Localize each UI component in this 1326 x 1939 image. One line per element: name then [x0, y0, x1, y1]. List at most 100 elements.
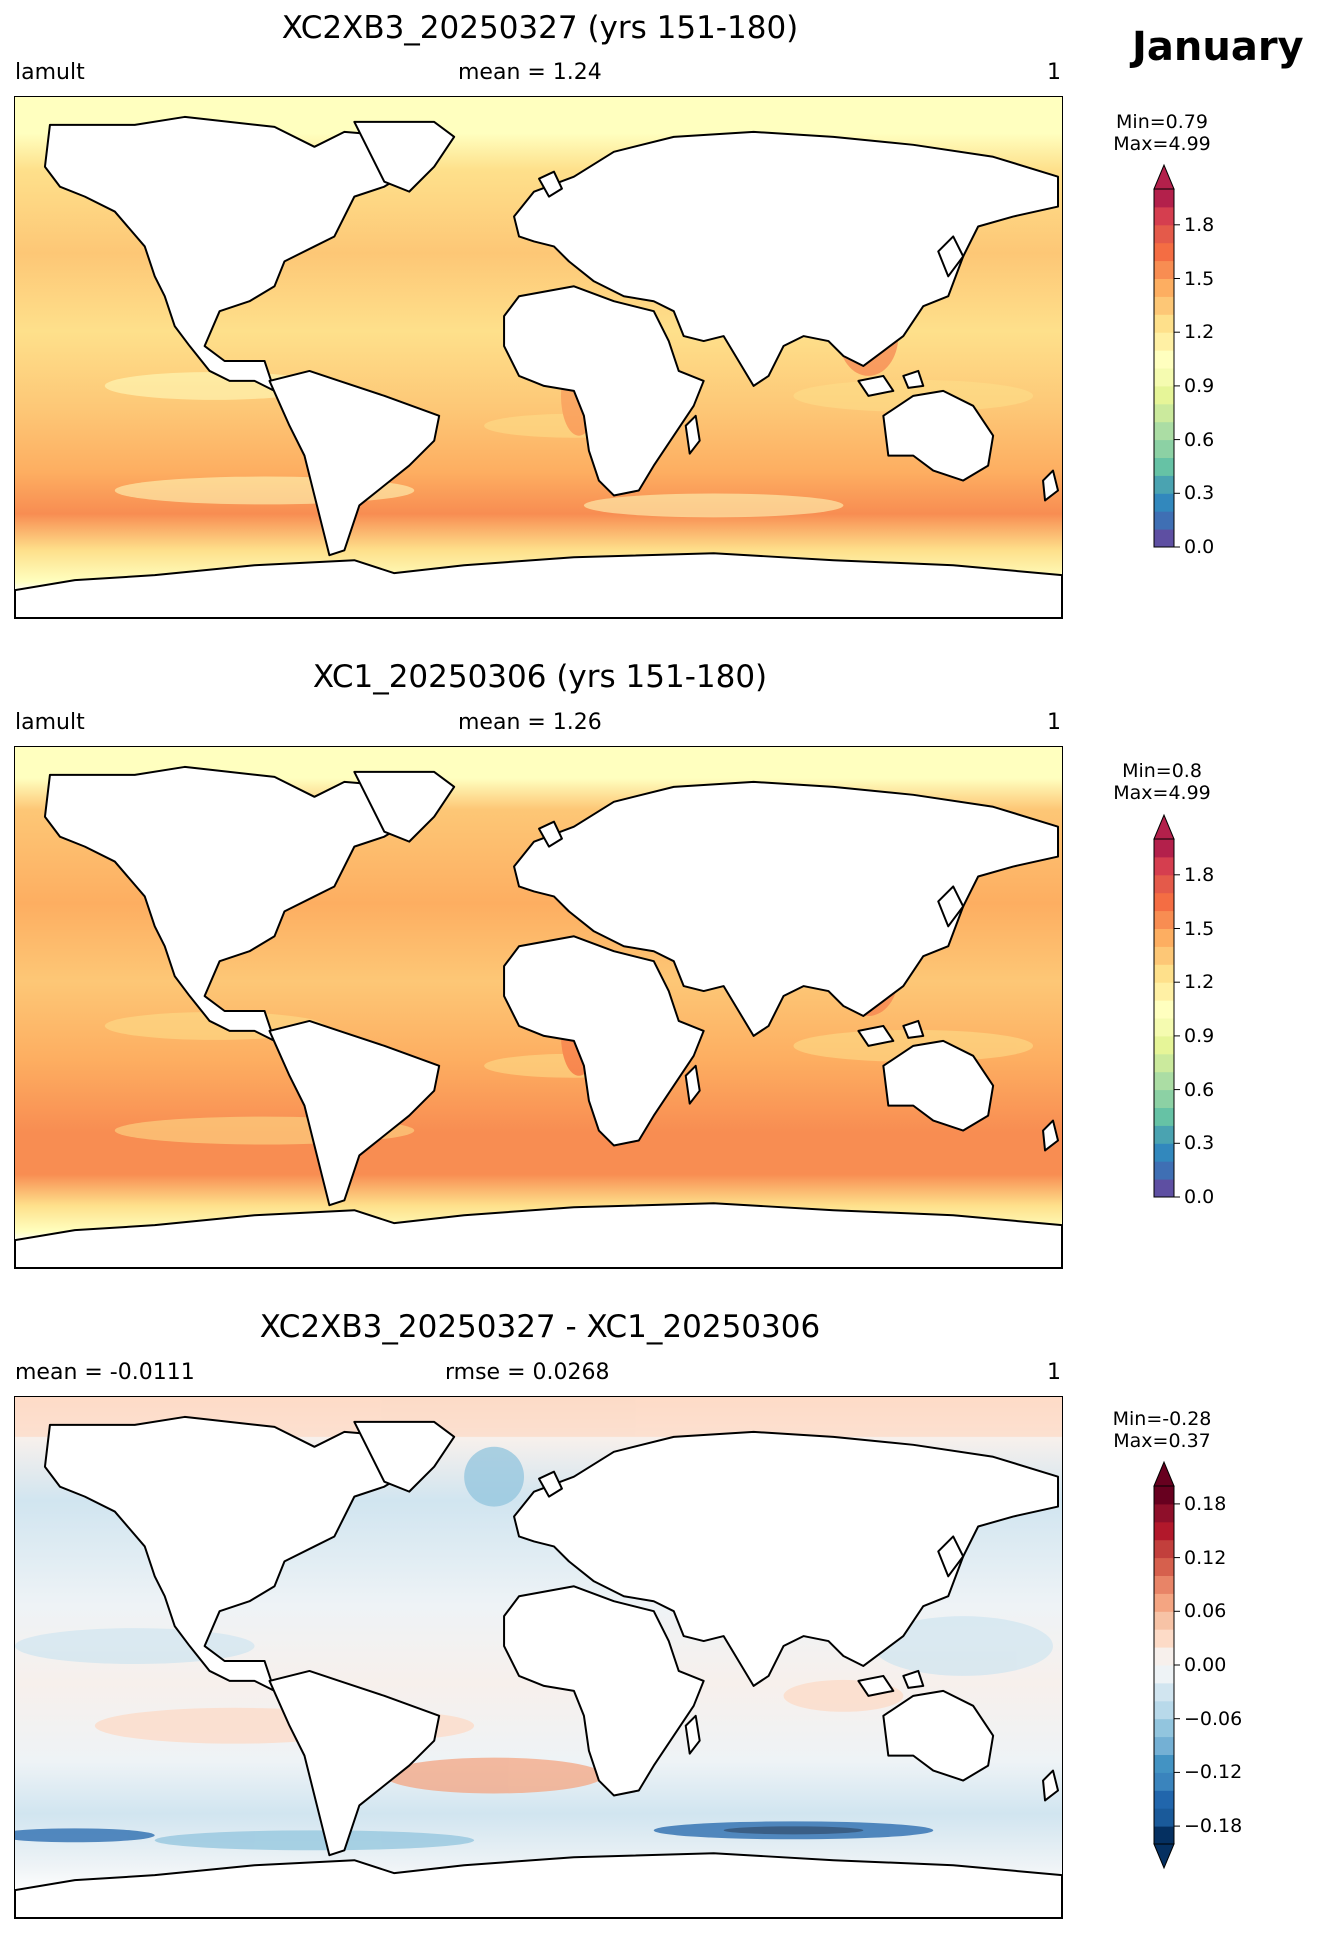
colorbar-tick-label: 0.9 [1184, 1024, 1215, 1047]
colorbar-segment [1154, 278, 1174, 297]
colorbar-segment [1154, 946, 1174, 965]
colorbar-segment [1154, 189, 1174, 208]
panel-2-colorbar [1153, 813, 1180, 1198]
colorbar-segment [1154, 493, 1174, 512]
colorbar-segment [1154, 1179, 1174, 1198]
colorbar-extend-max [1153, 813, 1175, 840]
panel-3-map-plot [15, 1397, 1062, 1918]
colorbar-extend-max [1153, 163, 1175, 190]
colorbar-tick-label: 0.6 [1184, 1078, 1215, 1101]
colorbar-segment [1154, 1611, 1174, 1630]
colorbar-tick-label: −0.12 [1184, 1761, 1243, 1784]
colorbar-tick-label: 0.18 [1184, 1492, 1227, 1515]
colorbar-extend-min [1153, 1843, 1175, 1870]
colorbar-segment [1154, 892, 1174, 912]
colorbar-segment [1154, 1053, 1174, 1073]
panel-2-min-max: Min=0.8 Max=4.99 [1113, 760, 1211, 804]
colorbar-tick-label: 0.06 [1184, 1600, 1227, 1623]
panel-1-depth-label: 1 [1047, 60, 1061, 85]
panel-1-map-plot [15, 97, 1062, 618]
colorbar-segment [1154, 1754, 1174, 1773]
month-label: January [1132, 24, 1304, 70]
colorbar-segment [1154, 1647, 1174, 1666]
colorbar-tick-label: 0.9 [1184, 374, 1215, 397]
colorbar-tick-label: 0.0 [1184, 536, 1215, 558]
colorbar-segment [1154, 368, 1174, 387]
panel-3-title: XC2XB3_20250327 - XC1_20250306 [259, 1309, 821, 1345]
colorbar-segment [1154, 1035, 1174, 1055]
colorbar-segment [1154, 1808, 1174, 1827]
colorbar-segment [1154, 529, 1174, 548]
colorbar-tick-label: 0.0 [1184, 1186, 1215, 1208]
colorbar-segment [1154, 439, 1174, 458]
colorbar-tick-label: 1.5 [1184, 917, 1215, 940]
colorbar-segment [1154, 1089, 1174, 1108]
panel-2-mean-label: mean = 1.26 [458, 710, 602, 735]
panel-3-colorbar [1153, 1460, 1180, 1870]
panel-1-mean-label: mean = 1.24 [458, 60, 602, 85]
colorbar-tick-label: 1.8 [1184, 863, 1215, 886]
colorbar-segment [1154, 1503, 1174, 1523]
colorbar-segment [1154, 314, 1174, 333]
colorbar-segment [1154, 1593, 1174, 1612]
colorbar-segment [1154, 1790, 1174, 1809]
panel-3-min-max: Min=-0.28 Max=0.37 [1112, 1408, 1212, 1452]
panel-3-depth-label: 1 [1047, 1360, 1061, 1385]
colorbar-segment [1154, 296, 1174, 315]
colorbar-outline [1153, 188, 1175, 548]
colorbar-segment [1154, 457, 1174, 476]
colorbar-segment [1154, 1486, 1174, 1505]
panel-1-title: XC2XB3_20250327 (yrs 151-180) [281, 10, 799, 46]
colorbar-segment [1154, 1161, 1174, 1180]
colorbar-segment [1154, 1665, 1174, 1684]
colorbar-segment [1154, 1143, 1174, 1162]
panel-2-map [14, 746, 1063, 1269]
colorbar-segment [1154, 1736, 1174, 1755]
panel-2-title: XC1_20250306 (yrs 151-180) [312, 659, 768, 695]
panel-3-rmse-label: rmse = 0.0268 [445, 1360, 610, 1385]
colorbar-segment [1154, 332, 1174, 351]
panel-3-mean-label: mean = -0.0111 [15, 1360, 195, 1385]
colorbar-segment [1154, 839, 1174, 858]
colorbar-outline [1153, 838, 1175, 1198]
colorbar-segment [1154, 964, 1174, 983]
colorbar-segment [1154, 1826, 1174, 1845]
colorbar-segment [1154, 260, 1174, 279]
colorbar-tick-label: 0.3 [1184, 1132, 1215, 1155]
colorbar-segment [1154, 1557, 1174, 1576]
colorbar-extend-max [1153, 1460, 1175, 1487]
colorbar-segment [1154, 1700, 1174, 1720]
colorbar-tick-label: 0.3 [1184, 482, 1215, 505]
colorbar-segment [1154, 350, 1174, 369]
colorbar-segment [1154, 910, 1174, 929]
colorbar-segment [1154, 1521, 1174, 1541]
panel-3-map [14, 1396, 1063, 1919]
panel-2-depth-label: 1 [1047, 710, 1061, 735]
colorbar-segment [1154, 224, 1174, 244]
colorbar-segment [1154, 856, 1174, 876]
panel-2-map-plot [15, 747, 1062, 1268]
colorbar-segment [1154, 1718, 1174, 1738]
panel-2-variable-label: lamult [15, 710, 85, 735]
colorbar-tick-label: 1.8 [1184, 213, 1215, 236]
colorbar-tick-label: 0.00 [1184, 1654, 1227, 1676]
colorbar-segment [1154, 1000, 1174, 1019]
colorbar-segment [1154, 1107, 1174, 1126]
colorbar-tick-label: 1.5 [1184, 267, 1215, 290]
colorbar-segment [1154, 874, 1174, 894]
colorbar-tick-label: 1.2 [1184, 971, 1215, 994]
colorbar-segment [1154, 1629, 1174, 1648]
colorbar-segment [1154, 475, 1174, 494]
panel-1-map [14, 96, 1063, 619]
colorbar-segment [1154, 1575, 1174, 1594]
colorbar-segment [1154, 421, 1174, 441]
colorbar-segment [1154, 1125, 1174, 1144]
colorbar-tick-label: 0.12 [1184, 1546, 1227, 1569]
colorbar-segment [1154, 511, 1174, 530]
colorbar-segment [1154, 242, 1174, 262]
colorbar-segment [1154, 1018, 1174, 1037]
panel-1-colorbar [1153, 163, 1180, 548]
colorbar-segment [1154, 1772, 1174, 1791]
colorbar-segment [1154, 385, 1174, 405]
colorbar-segment [1154, 1539, 1174, 1559]
